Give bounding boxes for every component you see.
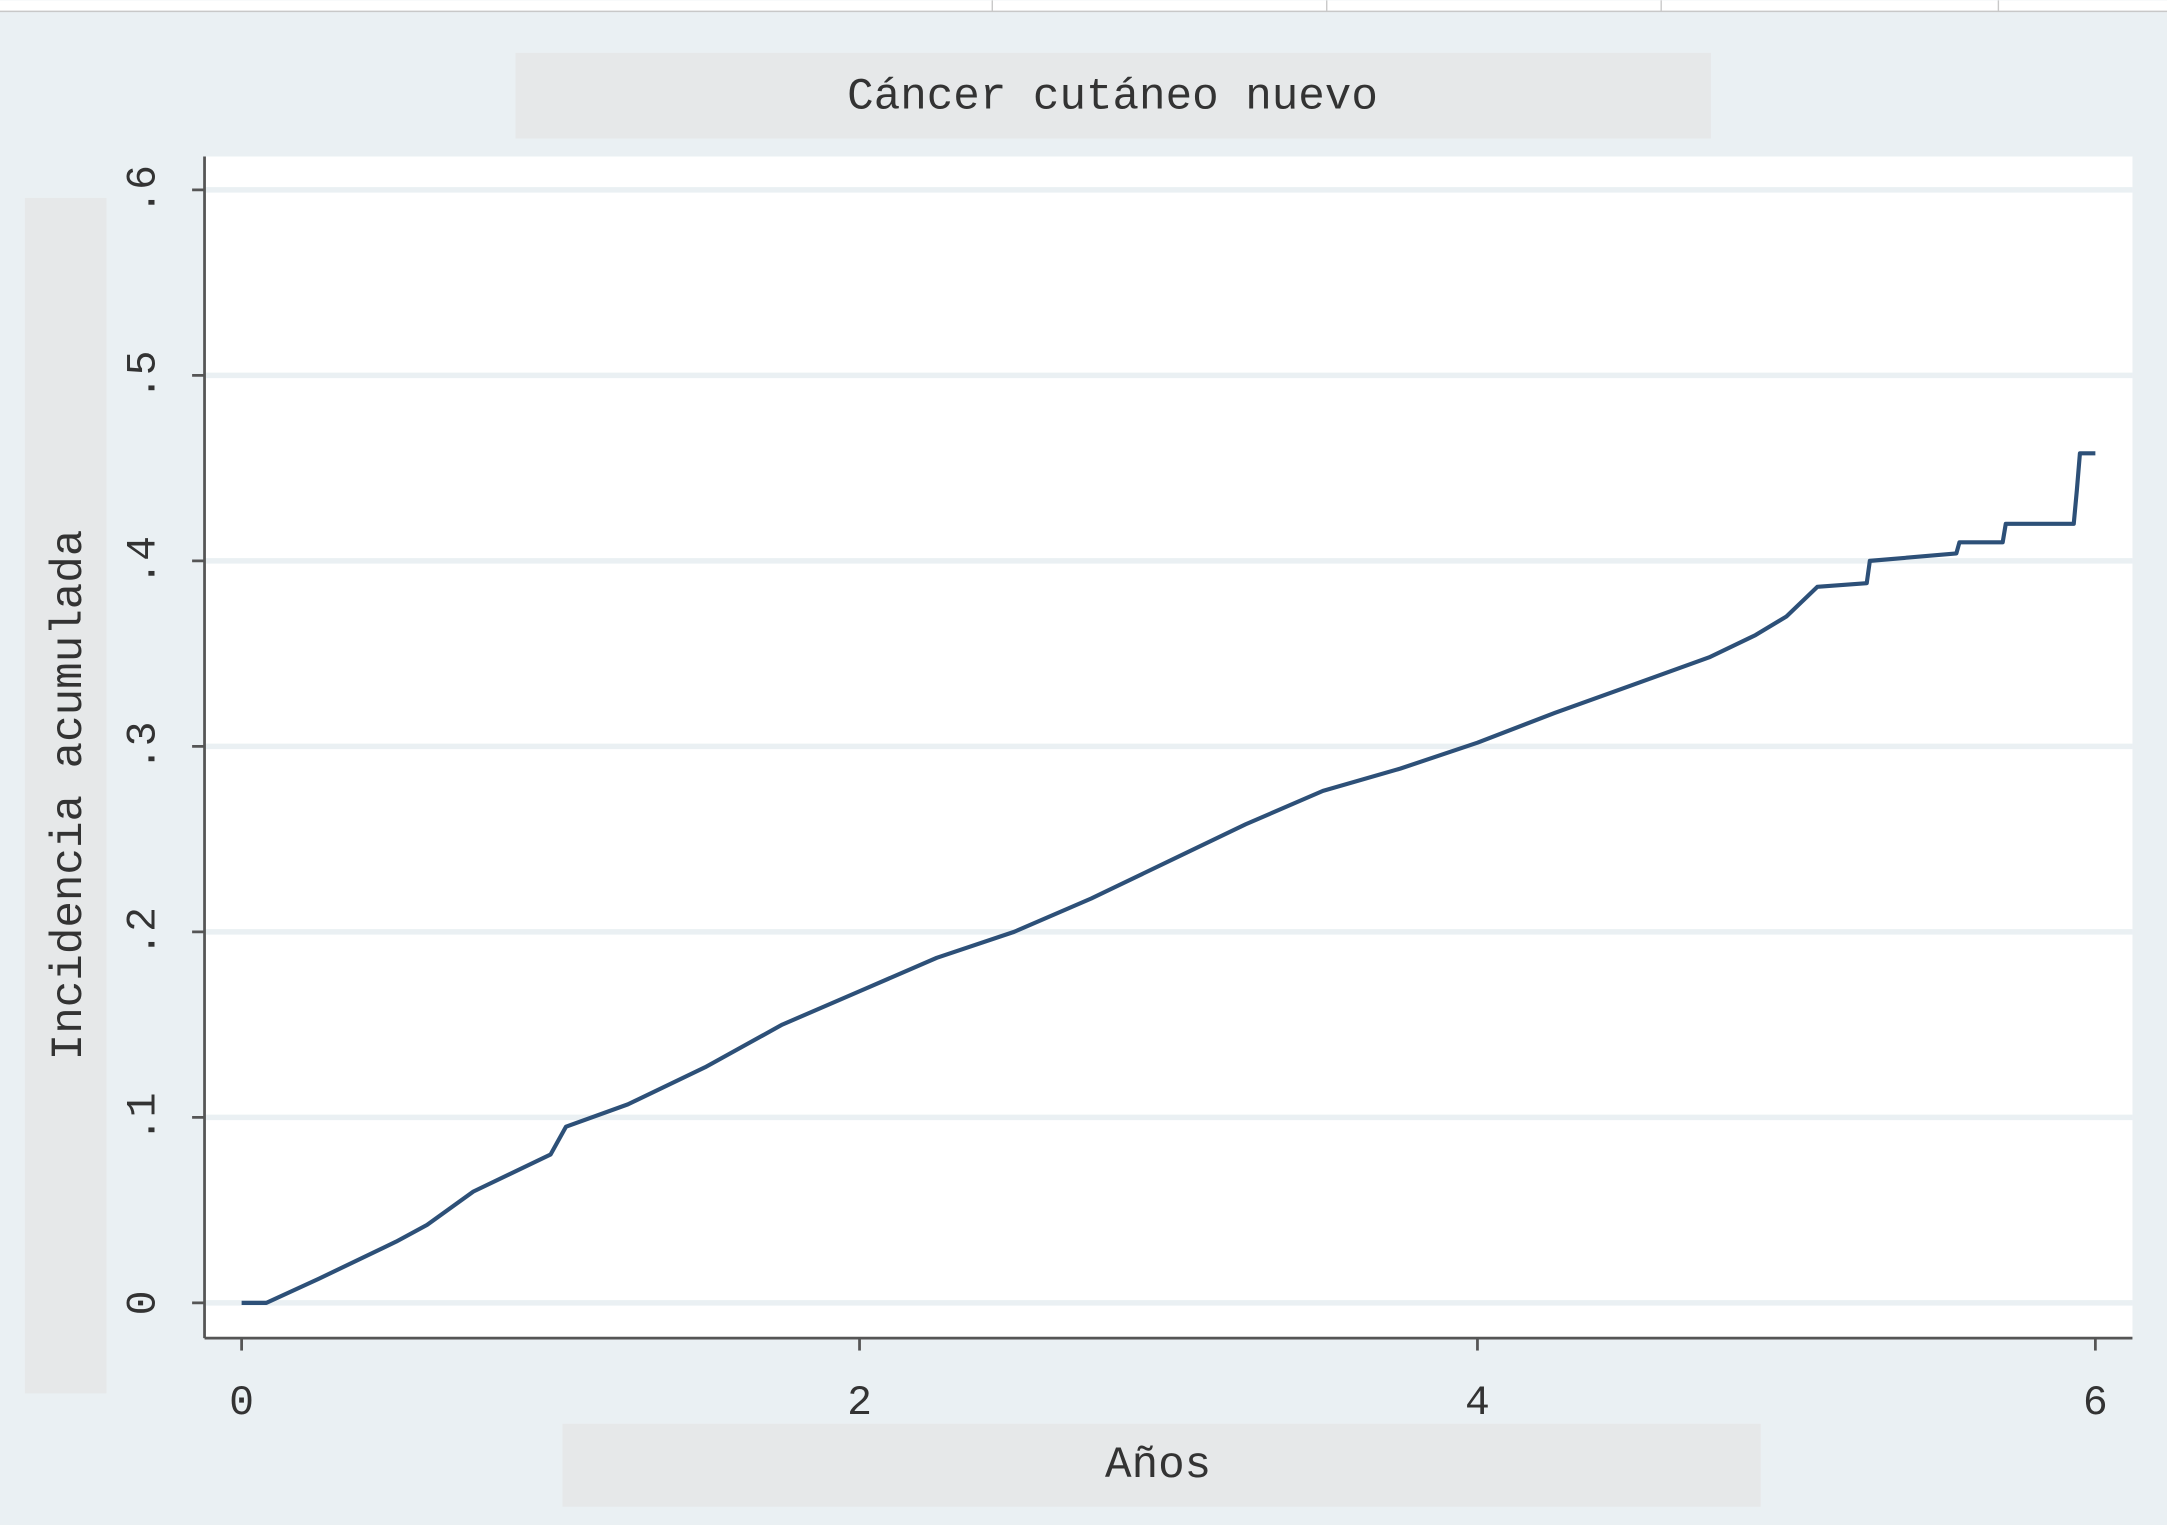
plot-layer: 0 .1 .2 .3 .4 .5 .6 0 2 4 6 [121,156,2133,1427]
x-tick-label: 6 [2083,1380,2108,1427]
y-tick-label: .5 [121,350,168,400]
chart-title: Cáncer cutáneo nuevo [847,73,1378,123]
y-tick-label: .4 [121,536,168,586]
title-box [515,52,1711,139]
x-label-box [562,1423,1761,1507]
y-tick-label: .6 [121,165,168,215]
y-tick-label: .3 [121,721,168,771]
y-axis-label: Incidencia acumulada [45,530,95,1061]
y-tick-label: .1 [121,1092,168,1142]
data-line [241,451,2096,1305]
y-label-box [24,197,107,1394]
x-tick-label: 4 [1465,1380,1490,1427]
x-tick-label: 2 [847,1380,872,1427]
x-axis-label: Años [1105,1441,1211,1491]
y-tick-label: .2 [121,907,168,957]
y-tick-label: 0 [121,1290,168,1315]
top-strip [0,0,2167,13]
x-tick-label: 0 [229,1380,254,1427]
